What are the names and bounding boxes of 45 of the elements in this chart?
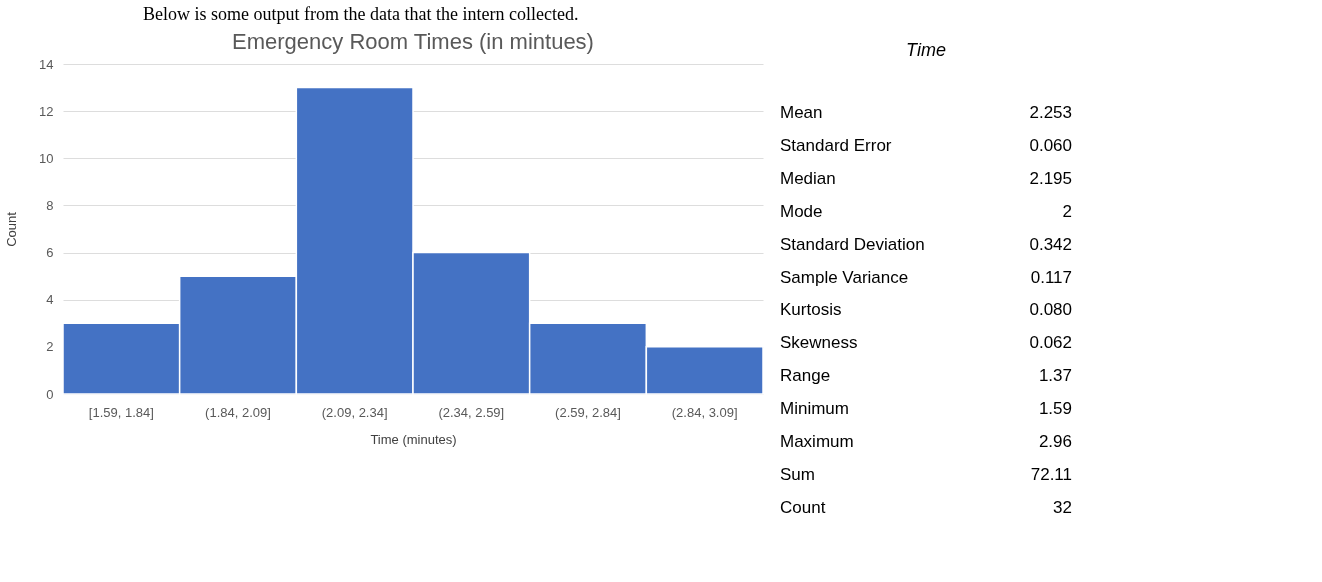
text: Sample Variance — [780, 267, 909, 287]
text: Median — [780, 169, 836, 188]
y-tick-label: 8 — [46, 197, 54, 213]
y-tick-label: 2 — [46, 339, 54, 355]
y-tick-label: 6 — [46, 245, 54, 261]
y-tick-label: 14 — [39, 56, 54, 72]
text: Mean — [780, 103, 823, 123]
text: 0.342 — [1029, 234, 1072, 254]
text: Kurtosis — [780, 300, 842, 320]
text: Range — [780, 366, 831, 386]
x-tick-label: (2.09, 2.34] — [321, 404, 388, 420]
x-tick-label: (1.84, 2.09] — [205, 404, 271, 420]
text: Skewness — [780, 333, 858, 353]
text: 1.37 — [1038, 366, 1072, 386]
x-tick-label: [1.59, 1.84] — [88, 404, 154, 420]
text: Mode — [780, 201, 823, 221]
text: 2.96 — [1038, 431, 1072, 451]
text: 2.195 — [1029, 169, 1072, 188]
y-axis-title: Count — [4, 211, 20, 247]
text: Time — [906, 40, 946, 60]
chart-title: Emergency Room Times (in mintues) — [232, 29, 594, 54]
text: Below is some output from the data that the intern collected. — [143, 4, 579, 24]
text: 2 — [1062, 201, 1072, 221]
text: 0.062 — [1029, 333, 1072, 353]
text: Count — [780, 497, 826, 517]
text: 32 — [1053, 497, 1072, 517]
text: Sum — [780, 464, 815, 484]
x-tick-label: (2.59, 2.84] — [555, 404, 621, 420]
text: Minimum — [780, 399, 849, 418]
text: 0.117 — [1030, 267, 1072, 287]
x-axis-title: Time (minutes) — [370, 431, 457, 447]
text: Standard Deviation — [780, 234, 925, 254]
text: 1.59 — [1038, 399, 1072, 418]
text: 72.11 — [1030, 464, 1072, 484]
text: Standard Error — [780, 136, 892, 156]
y-tick-label: 10 — [39, 150, 54, 166]
x-tick-label: (2.34, 2.59] — [438, 404, 505, 420]
y-tick-label: 4 — [46, 292, 54, 308]
x-tick-label: (2.84, 3.09] — [671, 404, 738, 420]
text: 0.080 — [1029, 300, 1072, 320]
y-tick-label: 0 — [46, 386, 54, 402]
text: 0.060 — [1029, 136, 1072, 156]
text: 2.253 — [1029, 103, 1072, 123]
y-tick-label: 12 — [39, 103, 54, 119]
text: Maximum — [780, 431, 854, 451]
